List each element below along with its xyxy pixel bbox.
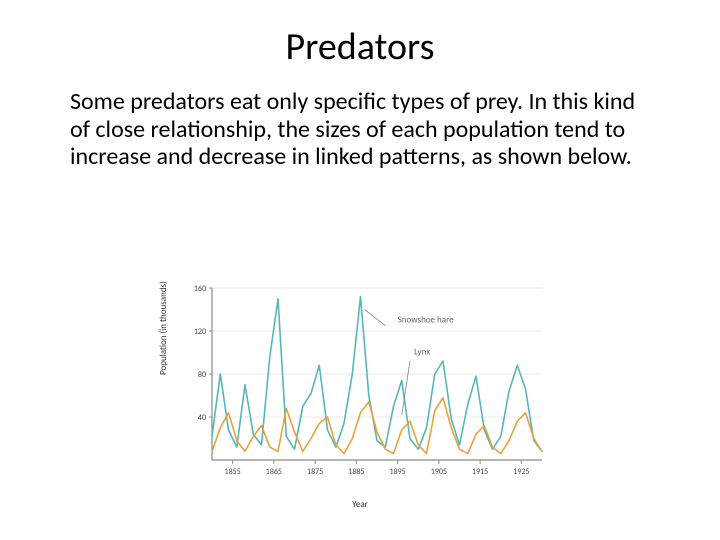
- y-axis-label: Population (in thousands): [158, 281, 169, 375]
- slide: Predators Some predators eat only specif…: [0, 0, 720, 540]
- x-tick-label: 1915: [472, 467, 488, 477]
- series-label-snowshoe-hare: Snowshoe hare: [398, 314, 454, 325]
- y-tick-label: 160: [194, 284, 206, 294]
- x-tick-label: 1895: [390, 467, 406, 477]
- chart-svg: 40 80 120 160 1855 1865 1875 1885 1895 1905 1915 19…: [170, 280, 550, 490]
- series-label-lynx: Lynx: [414, 347, 430, 358]
- y-tick-label: 120: [194, 327, 206, 337]
- x-tick-label: 1885: [348, 467, 364, 477]
- x-tick-label: 1865: [266, 467, 282, 477]
- x-tick-label: 1905: [431, 467, 447, 477]
- x-tick-label: 1875: [307, 467, 323, 477]
- x-tick-label: 1855: [225, 467, 241, 477]
- callout-line-snowshoe-hare: [365, 310, 386, 326]
- population-chart: Population (in thousands) 40801201601855…: [170, 280, 550, 510]
- x-tick-label: 1925: [513, 467, 529, 477]
- x-axis-label: Year: [170, 499, 550, 510]
- y-tick-label: 80: [198, 370, 206, 380]
- y-tick-label: 40: [198, 413, 206, 423]
- slide-title: Predators: [0, 0, 720, 88]
- slide-body-text: Some predators eat only specific types o…: [70, 88, 650, 171]
